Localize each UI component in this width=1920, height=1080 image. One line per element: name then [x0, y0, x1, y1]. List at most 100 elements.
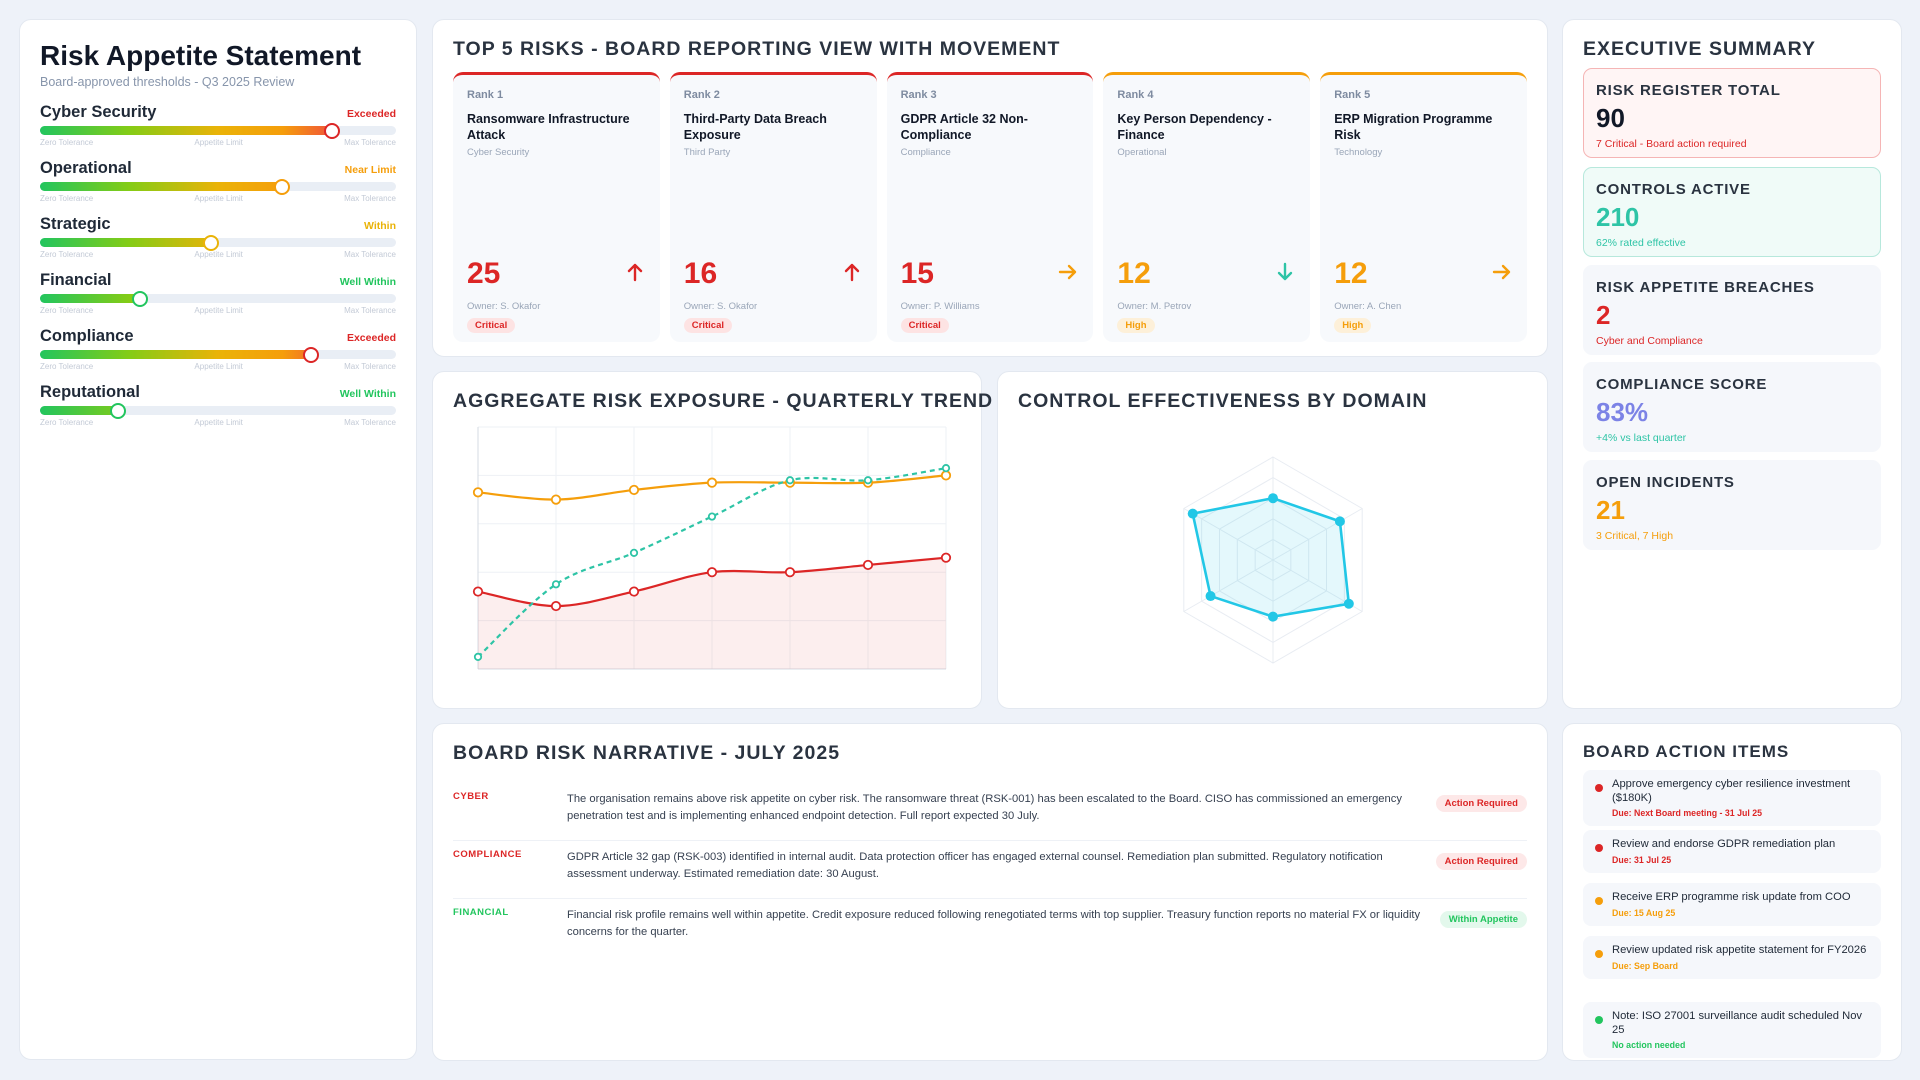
- series-point-1: [628, 586, 640, 597]
- trend-grid: [477, 426, 947, 670]
- appetite-level-marker[interactable]: [131, 290, 148, 307]
- appetite-row: Reputational Well Within Zero Tolerance App…: [40, 383, 396, 439]
- appetite-row: Financial Well Within Zero Tolerance Appeti…: [40, 271, 396, 327]
- series-point-0: [628, 484, 640, 496]
- status-dot-icon: [1595, 844, 1603, 852]
- action-item[interactable]: Review updated risk appetite statement f…: [1583, 936, 1881, 979]
- appetite-list: Cyber Security Exceeded Zero Tolerance Appe…: [40, 103, 396, 439]
- appetite-fill: [40, 126, 332, 135]
- risk-name: Key Person Dependency - Finance: [1117, 112, 1272, 142]
- appetite-fill: [40, 182, 283, 191]
- scale-label-left: Zero Tolerance: [40, 306, 94, 315]
- appetite-level-marker[interactable]: [202, 234, 219, 251]
- risk-score: 25: [467, 257, 501, 290]
- appetite-name: Reputational: [40, 383, 140, 401]
- risk-category: Technology: [1334, 147, 1383, 158]
- kpi-value: 90: [1596, 103, 1625, 133]
- appetite-track: [40, 122, 396, 139]
- appetite-name: Financial: [40, 271, 112, 289]
- narrative-status-badge: Action Required: [1435, 853, 1527, 870]
- scale-label-mid: Appetite Limit: [194, 306, 243, 315]
- appetite-row: Cyber Security Exceeded Zero Tolerance Appe…: [40, 103, 396, 159]
- series-point-1: [472, 586, 484, 597]
- action-due: Due: Sep Board: [1612, 960, 1678, 971]
- narrative-category: FINANCIAL: [453, 907, 509, 918]
- action-item[interactable]: Receive ERP programme risk update from C…: [1583, 883, 1881, 926]
- scale-label-mid: Appetite Limit: [194, 250, 243, 259]
- kpi-subtext: 62% rated effective: [1596, 237, 1686, 249]
- risk-card[interactable]: Rank 4 Key Person Dependency - Finance Ope…: [1103, 72, 1311, 342]
- appetite-fill: [40, 294, 140, 303]
- appetite-level-marker[interactable]: [302, 346, 319, 363]
- appetite-fill: [40, 238, 211, 247]
- risk-card[interactable]: Rank 1 Ransomware Infrastructure Attack Cy…: [453, 72, 660, 342]
- narrative-category: COMPLIANCE: [453, 849, 522, 860]
- radar-title: CONTROL EFFECTIVENESS BY DOMAIN: [1018, 390, 1428, 412]
- severity-badge: Critical: [900, 318, 949, 333]
- radar-point: [1187, 508, 1198, 519]
- movement-up-icon: [841, 261, 863, 283]
- radar-point: [1205, 591, 1216, 602]
- risk-owner: Owner: S. Okafor: [683, 301, 758, 312]
- series-point-1: [550, 600, 562, 612]
- risk-score: 15: [900, 257, 934, 290]
- appetite-row-header: Reputational Well Within: [40, 383, 396, 403]
- scale-label-mid: Appetite Limit: [194, 138, 243, 147]
- action-text: Approve emergency cyber resilience inves…: [1612, 778, 1851, 804]
- risk-rank: Rank 3: [900, 89, 937, 101]
- scale-label-mid: Appetite Limit: [194, 418, 243, 427]
- action-text: Review and endorse GDPR remediation plan: [1612, 838, 1836, 850]
- scale-label-right: Max Tolerance: [344, 306, 396, 315]
- appetite-row: Strategic Within Zero Tolerance Appetite Li…: [40, 215, 396, 271]
- kpi-label: RISK APPETITE BREACHES: [1596, 279, 1815, 296]
- action-item[interactable]: Note: ISO 27001 surveillance audit sched…: [1583, 1002, 1881, 1058]
- action-text: Review updated risk appetite statement f…: [1612, 944, 1867, 956]
- risk-card[interactable]: Rank 2 Third-Party Data Breach Exposure Th…: [669, 72, 877, 342]
- risk-appetite-panel: Risk Appetite Statement Board-approved t…: [19, 19, 417, 1060]
- risk-score: 16: [683, 257, 718, 290]
- narrative-row: CYBER The organisation remains above risk…: [453, 783, 1527, 841]
- radar-point: [1268, 611, 1278, 622]
- kpi-card[interactable]: RISK REGISTER TOTAL 90 7 Critical - Board …: [1583, 68, 1881, 158]
- risk-rank: Rank 1: [467, 89, 504, 101]
- risk-owner: Owner: P. Williams: [900, 301, 980, 312]
- risk-category: Cyber Security: [467, 147, 530, 158]
- severity-badge: High: [1117, 318, 1155, 333]
- movement-down-icon: [1274, 261, 1296, 283]
- series-point-0: [940, 470, 952, 481]
- appetite-track: [40, 346, 396, 363]
- action-item[interactable]: Approve emergency cyber resilience inves…: [1583, 770, 1881, 826]
- action-item[interactable]: Review and endorse GDPR remediation plan…: [1583, 830, 1881, 873]
- scale-label-right: Max Tolerance: [344, 138, 396, 147]
- appetite-row-header: Compliance Exceeded: [40, 327, 396, 347]
- kpi-card[interactable]: CONTROLS ACTIVE 210 62% rated effective: [1583, 167, 1881, 257]
- narrative-title: BOARD RISK NARRATIVE - JULY 2025: [453, 742, 841, 764]
- risk-card[interactable]: Rank 3 GDPR Article 32 Non-Compliance Comp…: [886, 72, 1094, 342]
- appetite-level-marker[interactable]: [110, 402, 127, 419]
- series-point-2: [551, 580, 561, 589]
- narrative-status-badge: Action Required: [1435, 795, 1527, 812]
- kpi-card[interactable]: RISK APPETITE BREACHES 2 Cyber and Complia…: [1583, 265, 1881, 355]
- severity-badge: Critical: [467, 318, 516, 333]
- series-point-2: [707, 512, 717, 521]
- action-due: Due: 15 Aug 25: [1612, 907, 1676, 918]
- scale-label-right: Max Tolerance: [344, 194, 396, 203]
- scale-label-right: Max Tolerance: [344, 362, 396, 371]
- kpi-card[interactable]: OPEN INCIDENTS 21 3 Critical, 7 High: [1583, 460, 1881, 550]
- risk-card[interactable]: Rank 5 ERP Migration Programme Risk Techno…: [1320, 72, 1527, 342]
- risk-category: Third Party: [683, 147, 731, 158]
- action-due: No action needed: [1612, 1040, 1686, 1050]
- appetite-status: Well Within: [339, 388, 396, 400]
- kpi-card[interactable]: COMPLIANCE SCORE 83% +4% vs last quarter: [1583, 362, 1881, 452]
- risk-owner: Owner: A. Chen: [1334, 301, 1402, 312]
- narrative-row: FINANCIAL Financial risk profile remains …: [453, 899, 1527, 957]
- series-point-1: [784, 567, 796, 578]
- appetite-name: Operational: [40, 159, 132, 177]
- appetite-level-marker[interactable]: [274, 178, 291, 195]
- scale-label-right: Max Tolerance: [344, 418, 396, 427]
- appetite-row: Compliance Exceeded Zero Tolerance Appetite…: [40, 327, 396, 383]
- appetite-scale: Zero Tolerance Appetite Limit Max Toleranc…: [40, 418, 396, 427]
- narrative-text: GDPR Article 32 gap (RSK-003) identified…: [567, 851, 1383, 880]
- kpi-value: 83%: [1596, 397, 1649, 427]
- appetite-level-marker[interactable]: [323, 122, 340, 139]
